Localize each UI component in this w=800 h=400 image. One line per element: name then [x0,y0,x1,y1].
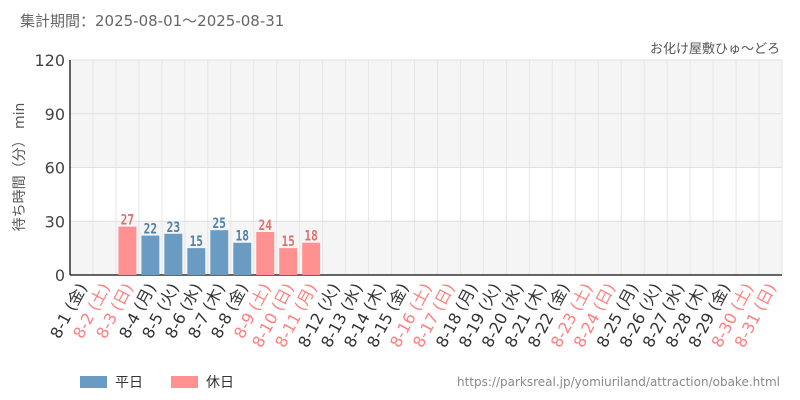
bar-value-label: 15 [190,233,203,250]
legend-label-weekday: 平日 [115,375,143,391]
bar-labels: 27 22 23 15 25 18 24 15 18 [121,211,318,249]
bar [210,230,229,275]
y-tick-label: 120 [34,51,65,70]
bar [279,248,298,275]
bar [164,233,183,275]
plot-band [70,167,782,222]
x-tick-labels: 8-1 (金)8-2 (土)8-3 (日)8-4 (月)8-5 (火)8-6 (… [46,280,780,351]
legend-label-holiday: 休日 [206,375,234,391]
legend-item-holiday: 休日 [171,372,234,392]
bars [118,226,321,275]
plot-bands [70,60,782,275]
plot-band [70,113,782,168]
bar-value-label: 22 [144,220,157,237]
y-tick-label: 0 [55,266,65,285]
bar-value-label: 23 [167,219,180,236]
bar-value-label: 18 [236,227,249,244]
plot-band [70,60,782,114]
y-tick-label: 30 [45,212,65,231]
legend-item-weekday: 平日 [80,372,143,392]
y-tick-label: 60 [45,159,65,178]
attraction-name: お化け屋敷ひゅ～どろ [649,42,780,57]
period-text: 集計期間：2025-08-01～2025-08-31 [20,12,285,30]
bar-value-label: 15 [281,233,294,250]
grid-lines [69,59,783,276]
y-tick-label: 90 [45,105,65,124]
bar-value-label: 18 [304,227,317,244]
y-axis-label: 待ち時間（分） min [12,103,28,232]
bar-value-label: 24 [258,217,272,234]
bar-value-label: 27 [121,211,134,228]
legend: 平日 休日 [80,372,262,392]
bar [141,235,160,275]
legend-swatch-weekday [80,376,107,388]
bar [187,248,206,275]
y-tick-labels: 0 30 60 90 120 [34,51,65,285]
bar [118,226,137,275]
legend-swatch-holiday [171,376,198,388]
bar [302,242,321,275]
bar [256,232,275,275]
bar [233,242,252,275]
bar-value-label: 25 [213,215,226,232]
source-url: https://parksreal.jp/yomiuriland/attract… [456,375,780,389]
